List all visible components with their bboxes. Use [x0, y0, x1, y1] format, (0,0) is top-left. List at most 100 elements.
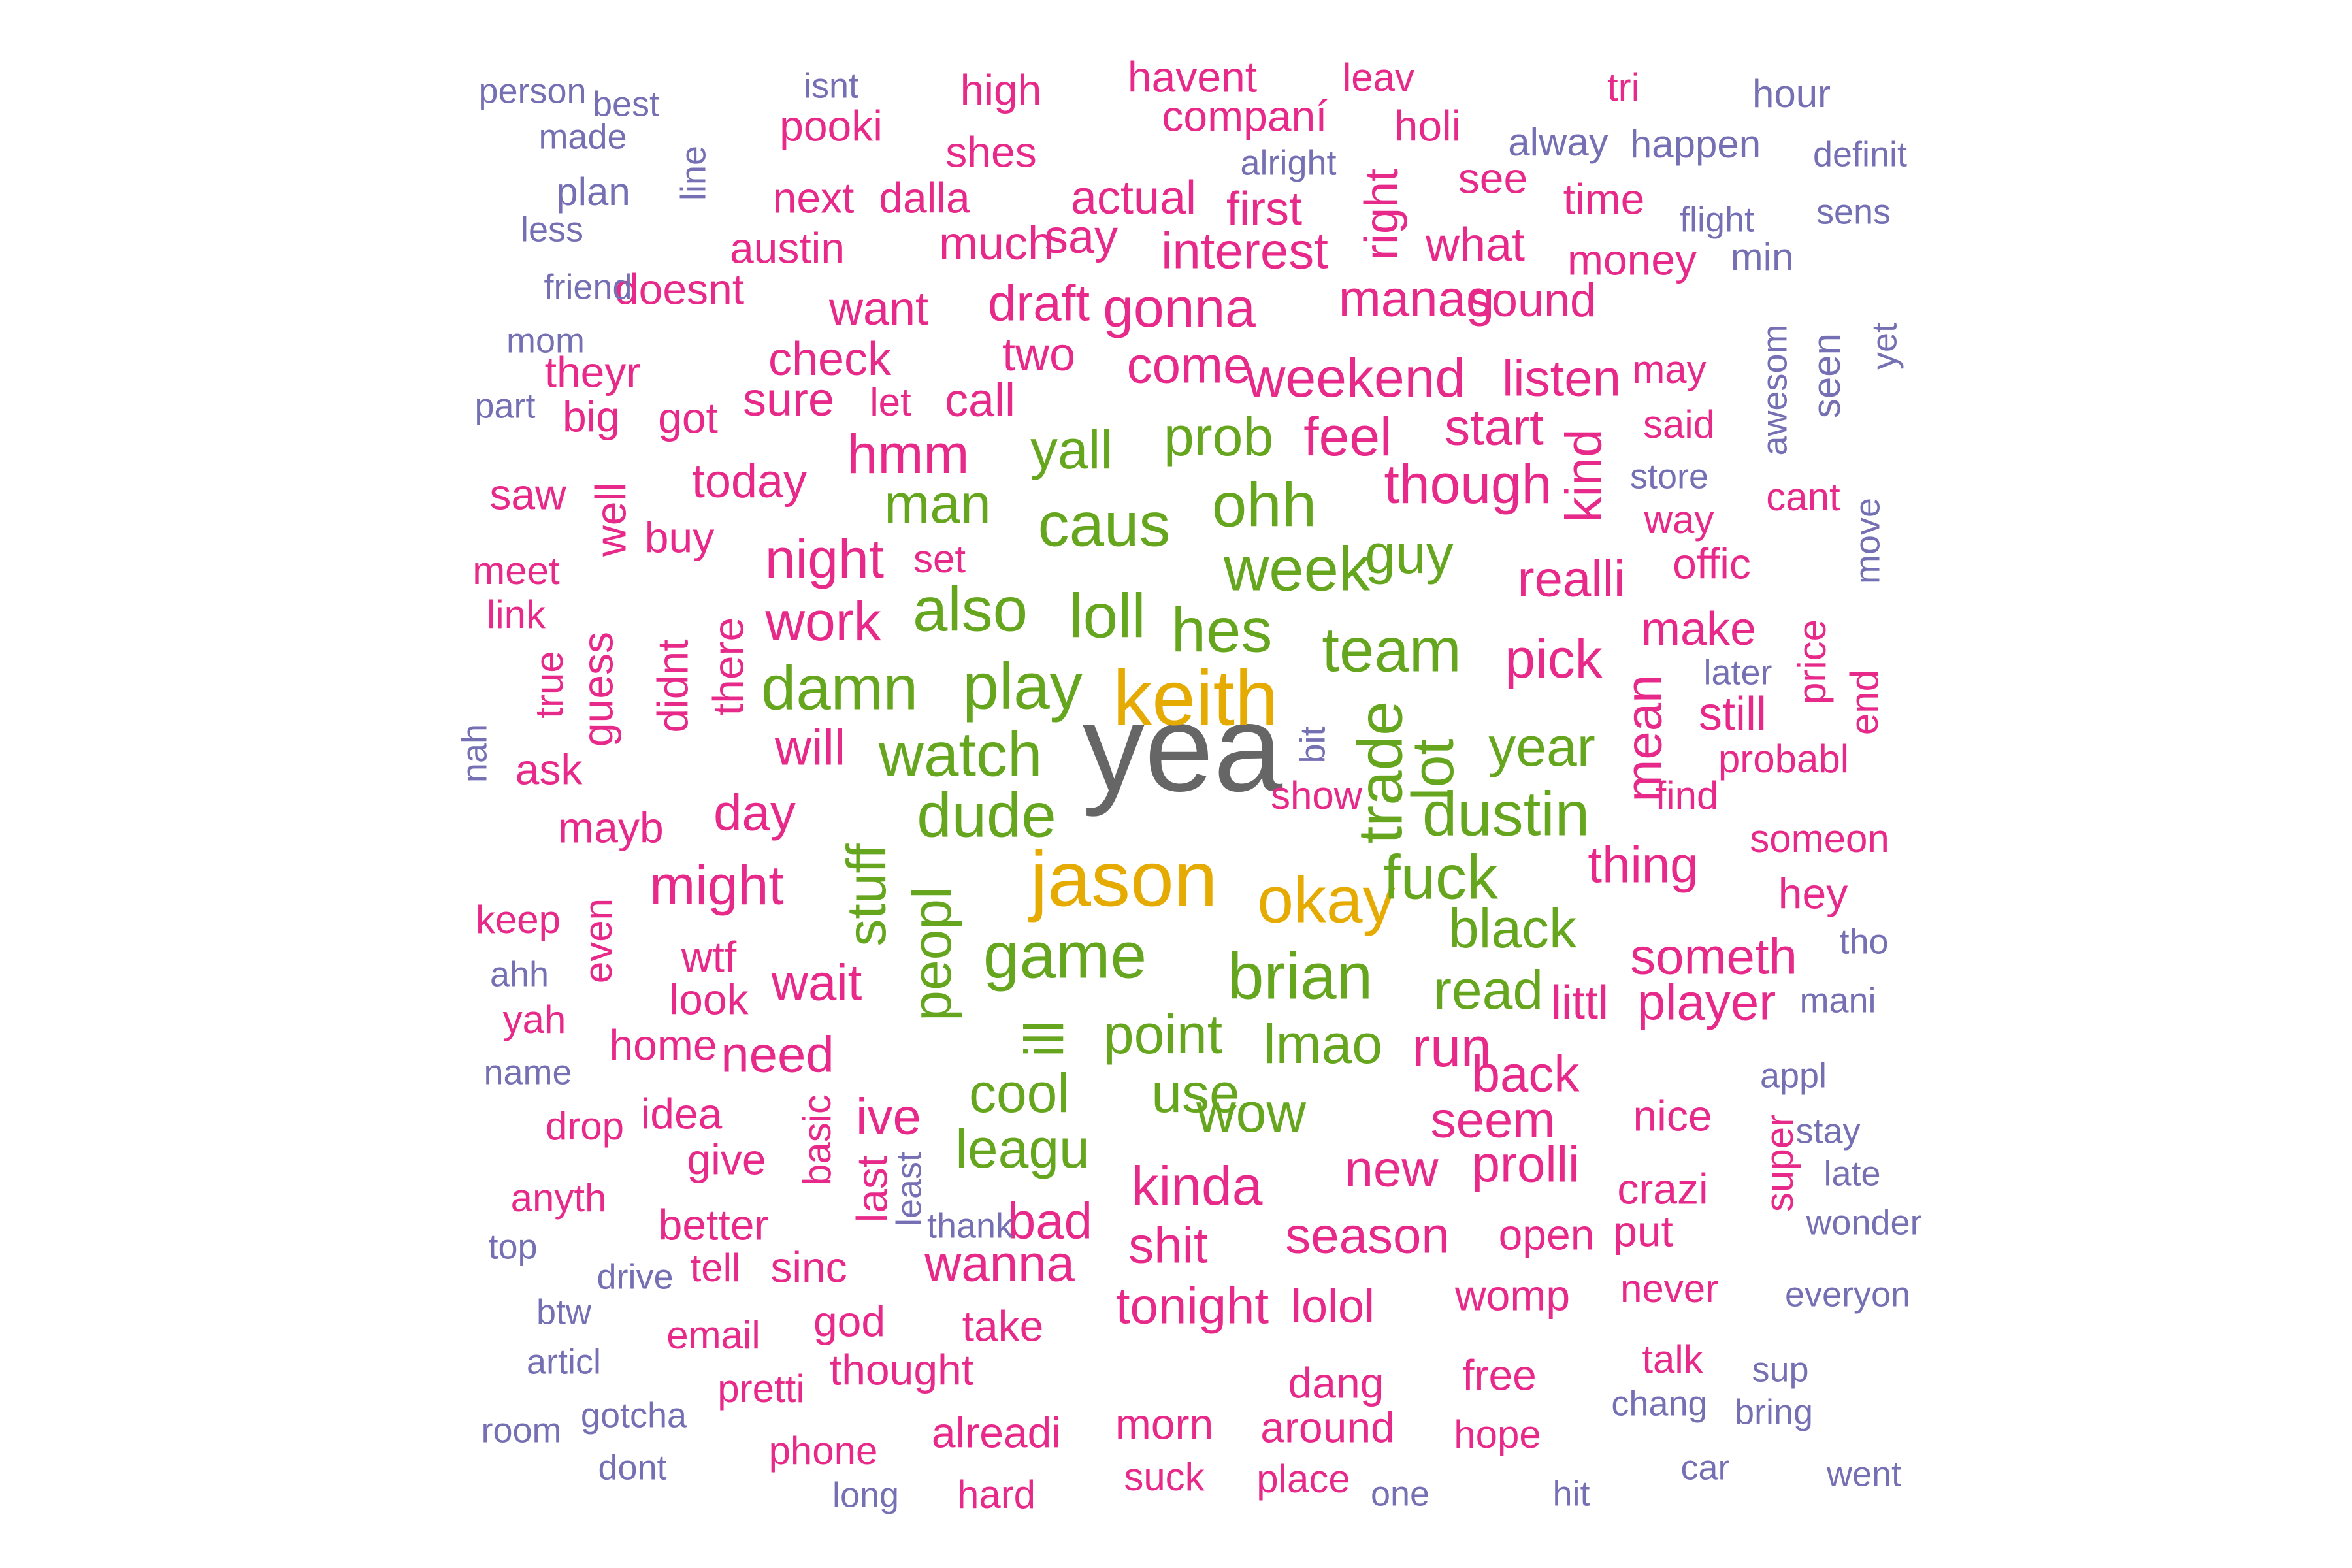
word-doesnt: doesnt [615, 265, 744, 313]
word-season: season [1285, 1207, 1450, 1264]
word-awesom: awesom [1755, 324, 1794, 455]
word-last: last [847, 1156, 896, 1223]
word-actual: actual [1071, 172, 1196, 224]
word-hes: hes [1171, 595, 1273, 665]
word-take: take [962, 1301, 1044, 1350]
word-damn: damn [761, 653, 918, 723]
word-yea: yea [1083, 679, 1283, 817]
word-still: still [1699, 688, 1767, 740]
word-saw: saw [489, 470, 566, 518]
word-top: top [488, 1227, 537, 1266]
word-make: make [1641, 603, 1756, 655]
word-alreadi: alreadi [932, 1408, 1061, 1456]
word-guess: guess [573, 632, 621, 747]
word-nice: nice [1633, 1091, 1712, 1139]
word-what: what [1425, 219, 1525, 271]
word-though: though [1384, 453, 1552, 515]
word-drop: drop [546, 1104, 624, 1148]
word-okay: okay [1257, 863, 1395, 936]
word-loll: loll [1069, 581, 1145, 651]
word-way: way [1644, 498, 1714, 542]
word-fuck: fuck [1383, 842, 1499, 912]
word-store: store [1630, 457, 1708, 496]
word-lot: lot [1401, 738, 1466, 800]
word-place: place [1256, 1457, 1350, 1501]
word-bit: bit [1293, 726, 1332, 763]
word-sinc: sinc [770, 1243, 847, 1291]
word-keith: keith [1113, 655, 1278, 742]
word-find: find [1656, 774, 1719, 817]
word-team: team [1322, 615, 1461, 685]
word-mayb: mayb [558, 803, 663, 851]
word-day: day [713, 784, 796, 841]
word-havent: havent [1128, 52, 1257, 101]
word-play: play [962, 649, 1082, 723]
word-thing: thing [1588, 836, 1698, 894]
word-room: room [481, 1411, 561, 1450]
word-much: much [939, 218, 1054, 270]
word-link: link [487, 593, 546, 636]
word-gotcha: gotcha [581, 1396, 687, 1435]
word-bad: bad [1007, 1192, 1092, 1250]
word-drive: drive [596, 1257, 673, 1296]
word-later: later [1703, 653, 1772, 692]
word-high: high [960, 65, 1042, 114]
word-game: game [983, 919, 1147, 992]
word-hour: hour [1752, 72, 1831, 116]
word-leagu: leagu [955, 1118, 1090, 1179]
word-interest: interest [1161, 222, 1328, 280]
word-cool: cool [969, 1062, 1070, 1124]
word-alright: alright [1240, 143, 1336, 182]
word-talk: talk [1642, 1337, 1703, 1381]
word-late: late [1823, 1154, 1880, 1193]
word-offic: offic [1673, 539, 1751, 587]
word-shes: shes [945, 127, 1036, 176]
word-seem: seem [1431, 1091, 1556, 1149]
word-better: better [659, 1200, 769, 1249]
word-person: person [478, 71, 586, 110]
word-well: well [586, 482, 634, 557]
word-let: let [870, 380, 911, 424]
word-trade: trade [1345, 701, 1415, 844]
word-stuff: stuff [836, 843, 897, 947]
word-hmm: hmm [847, 423, 970, 485]
word-manag: manag [1339, 270, 1495, 327]
word-definit: definit [1813, 135, 1907, 174]
word-long: long [832, 1475, 899, 1514]
word-less: less [521, 210, 583, 249]
word-bring: bring [1735, 1392, 1813, 1431]
word-got: got [658, 393, 718, 442]
word-price: price [1790, 619, 1834, 704]
word-btw: btw [536, 1292, 592, 1331]
word-caus: caus [1038, 489, 1171, 559]
word-yet: yet [1865, 323, 1904, 370]
word-sup: sup [1752, 1350, 1808, 1389]
word-hey: hey [1778, 869, 1848, 917]
word-dalla: dalla [879, 173, 970, 221]
word-check: check [768, 333, 892, 385]
word-kind: kind [1555, 429, 1612, 522]
word-right: right [1356, 169, 1408, 260]
word-lmao: lmao [1264, 1013, 1382, 1075]
word-crazi: crazi [1617, 1164, 1708, 1213]
word-realli: realli [1518, 550, 1625, 608]
word-best: best [593, 84, 659, 123]
word-sure: sure [743, 374, 834, 426]
word-watch: watch [878, 719, 1043, 789]
word-peopl: peopl [901, 887, 962, 1021]
word-mean: mean [1615, 674, 1673, 802]
word-ive: ive [856, 1088, 921, 1145]
word-even: even [576, 898, 620, 983]
word-email: email [666, 1313, 760, 1357]
word-tri: tri [1607, 65, 1640, 109]
word-big: big [563, 392, 620, 440]
word-start: start [1445, 399, 1544, 456]
word-name: name [483, 1053, 572, 1092]
word-first: first [1226, 183, 1302, 235]
word-littl: littl [1551, 977, 1609, 1029]
word-lolol: lolol [1291, 1281, 1375, 1333]
word-listen: listen [1502, 350, 1621, 407]
word-weekend: weekend [1245, 347, 1465, 408]
word-brian: brian [1228, 939, 1373, 1013]
